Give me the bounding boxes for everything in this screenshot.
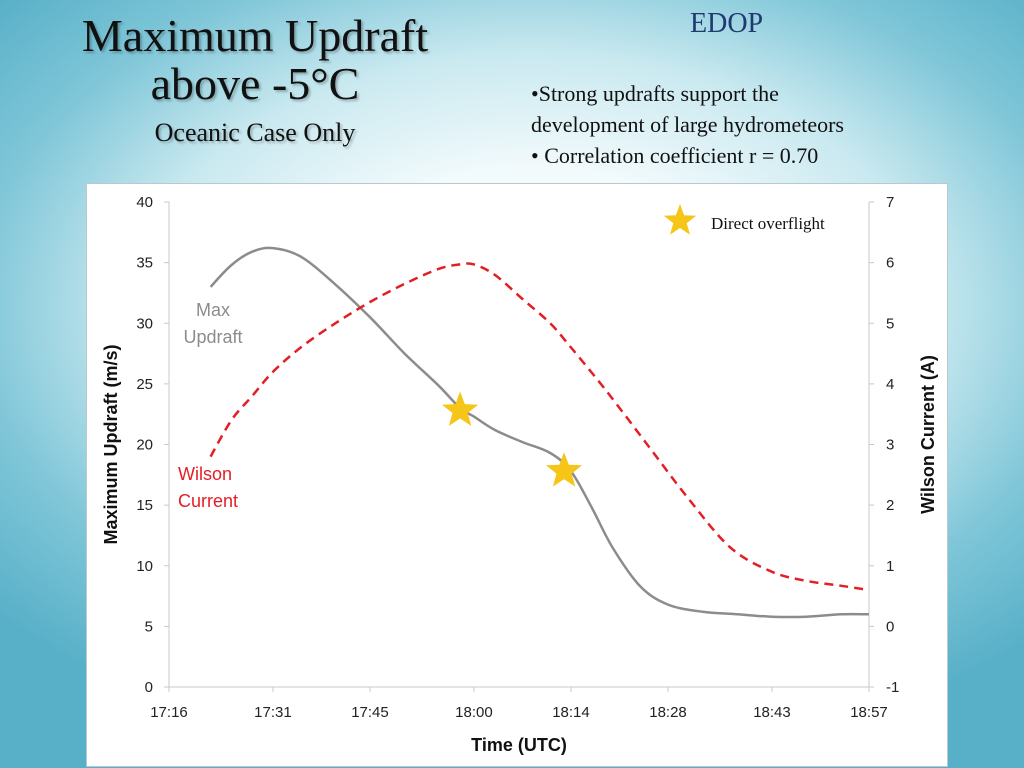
legend-label-direct-overflight: Direct overflight — [711, 214, 825, 233]
y-right-tick-label: 7 — [886, 194, 894, 211]
y-left-tick-label: 10 — [136, 558, 153, 575]
x-axis-title: Time (UTC) — [471, 735, 567, 755]
y-left-tick-label: 35 — [136, 255, 153, 272]
y-left-tick-label: 15 — [136, 497, 153, 514]
y-left-tick-label: 5 — [145, 618, 153, 635]
x-tick-label: 18:28 — [649, 704, 687, 721]
y-right-tick-label: 2 — [886, 497, 894, 514]
y-left-tick-label: 30 — [136, 315, 153, 332]
slide-subtitle: Oceanic Case Only — [154, 117, 356, 147]
overflight-star-marker — [546, 452, 583, 487]
y-left-tick-label: 40 — [136, 194, 153, 211]
bullet-1-line2: development of large hydrometeors — [531, 112, 844, 137]
y-left-tick-label: 20 — [136, 437, 153, 454]
x-tick-label: 18:14 — [552, 704, 590, 721]
series-label-wilson-line1: Wilson — [178, 464, 232, 484]
y-right-tick-label: 1 — [886, 558, 894, 575]
slide-title-block: Maximum Updraft above -5°C Oceanic Case … — [40, 10, 470, 147]
y-right-tick-label: 0 — [886, 618, 894, 635]
series-label-max-updraft-line2: Updraft — [183, 327, 242, 347]
x-tick-label: 17:16 — [150, 704, 188, 721]
series-label-max-updraft-line1: Max — [196, 300, 230, 320]
y-right-tick-label: 5 — [886, 315, 894, 332]
overflight-star-marker — [442, 391, 479, 426]
y-left-tick-label: 0 — [145, 679, 153, 696]
series-line-max-updraft — [209, 246, 870, 619]
y-left-tick-label: 25 — [136, 376, 153, 393]
bullet-1-line1: •Strong updrafts support the — [531, 81, 779, 106]
legend-star-icon — [663, 204, 697, 235]
series-label-wilson-line2: Current — [178, 491, 238, 511]
y-axis-left-title: Maximum Updraft (m/s) — [101, 344, 121, 544]
x-tick-label: 17:45 — [351, 704, 389, 721]
y-right-tick-label: 4 — [886, 376, 894, 393]
y-axis-right-title: Wilson Current (A) — [918, 355, 938, 514]
y-right-tick-label: 6 — [886, 255, 894, 272]
bullet-2: • Correlation coefficient r = 0.70 — [531, 143, 819, 168]
bullet-list: •Strong updrafts support the development… — [531, 78, 844, 171]
slide-title-line2: above -5°C — [150, 58, 360, 110]
x-tick-label: 17:31 — [254, 704, 292, 721]
x-tick-label: 18:00 — [455, 704, 493, 721]
chart-panel: 0 5 10 15 20 25 30 35 40 -1 0 1 2 3 4 5 6 7 17:16 17:31 17:4… — [86, 183, 948, 767]
x-tick-label: 18:57 — [850, 704, 888, 721]
slide-tag: EDOP — [690, 8, 764, 39]
x-tick-label: 18:43 — [753, 704, 791, 721]
slide-title-line1: Maximum Updraft — [81, 10, 429, 61]
y-right-tick-label: 3 — [886, 437, 894, 454]
updraft-wilson-chart: 0 5 10 15 20 25 30 35 40 -1 0 1 2 3 4 5 6 7 17:16 17:31 17:4… — [101, 194, 938, 755]
series-line-wilson-current — [209, 262, 870, 592]
y-right-tick-label: -1 — [886, 679, 899, 696]
